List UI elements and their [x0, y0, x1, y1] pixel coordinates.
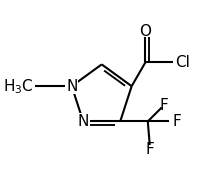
Text: Cl: Cl — [175, 55, 190, 70]
Text: N: N — [77, 114, 89, 129]
Text: N: N — [66, 79, 77, 94]
Text: O: O — [140, 24, 151, 39]
Text: F: F — [160, 98, 169, 113]
Text: H$_3$C: H$_3$C — [3, 77, 34, 96]
Text: F: F — [173, 114, 182, 129]
Text: F: F — [145, 142, 154, 157]
